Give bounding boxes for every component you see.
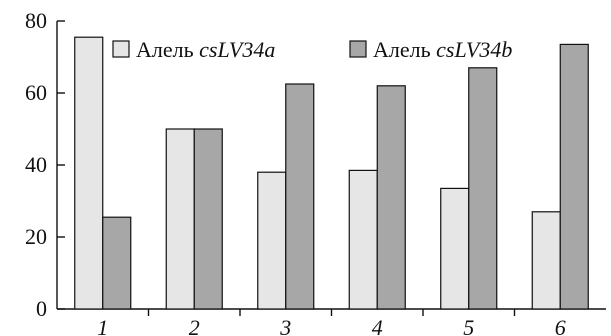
bar-series-b-cat-3 [285, 83, 315, 310]
bar-series-a-cat-1 [74, 36, 104, 310]
x-tick-label-2: 2 [189, 315, 200, 336]
x-tick-label-1: 1 [97, 315, 108, 336]
y-tick-label-4: 80 [25, 8, 47, 33]
legend-swatch-b [349, 40, 367, 58]
x-tick-label-3: 3 [279, 315, 291, 336]
x-tick-label-5: 5 [463, 315, 474, 336]
y-tick-label-2: 40 [25, 152, 47, 177]
legend: Алель csLV34a Алель csLV34b [112, 37, 512, 62]
bar-series-b-cat-1 [102, 216, 132, 310]
bar-series-a-cat-2 [165, 128, 195, 310]
x-tick-label-6: 6 [555, 315, 566, 336]
bar-series-b-cat-2 [193, 128, 223, 310]
bar-series-a-cat-6 [531, 211, 561, 310]
x-axis: 1 2 3 4 5 6 [57, 308, 606, 336]
legend-swatch-a [112, 40, 130, 58]
legend-label-a: Алель csLV34a [136, 37, 275, 62]
bar-series-b-cat-5 [468, 67, 498, 310]
legend-item-b: Алель csLV34b [349, 37, 512, 62]
bar-series-a-cat-4 [348, 169, 378, 310]
y-tick-label-0: 0 [36, 296, 47, 321]
x-tick-label-4: 4 [372, 315, 383, 336]
bar-series-a-cat-5 [440, 187, 470, 310]
bar-series-b-cat-6 [559, 43, 589, 310]
legend-item-a: Алель csLV34a [112, 37, 275, 62]
y-tick-label-1: 20 [25, 224, 47, 249]
y-tick-label-3: 60 [25, 80, 47, 105]
bars [74, 36, 589, 310]
y-axis: 0 20 40 60 80 [25, 8, 65, 321]
bar-series-a-cat-3 [257, 171, 287, 310]
bar-series-b-cat-4 [376, 85, 406, 310]
legend-label-b: Алель csLV34b [373, 37, 512, 62]
